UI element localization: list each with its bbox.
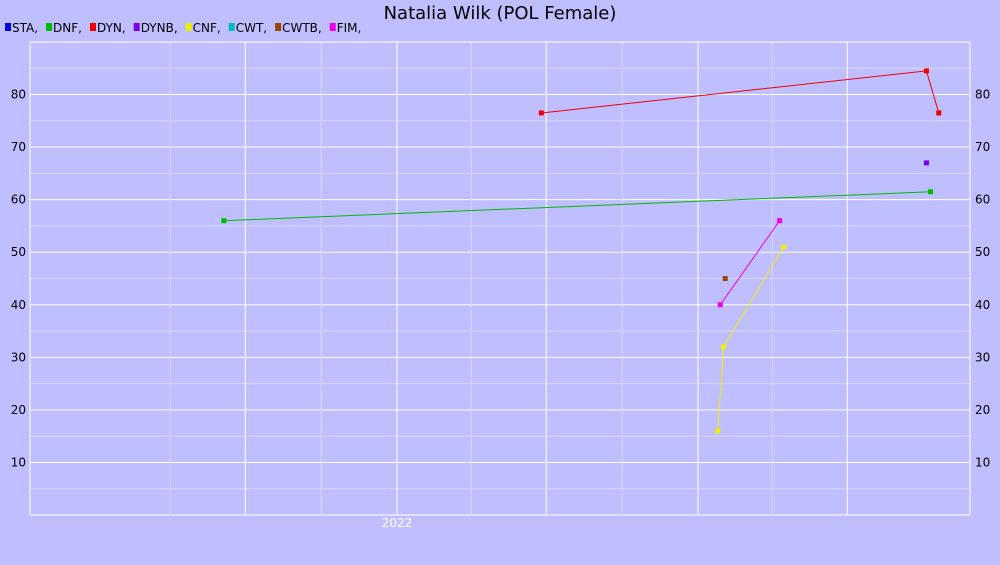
data-point <box>923 160 929 166</box>
plot-area: 10 10 20 20 30 30 40 40 50 50 60 60 70 70 80 80 2022 <box>11 41 990 530</box>
series <box>717 218 783 308</box>
legend-swatch <box>228 23 235 31</box>
series <box>923 160 929 166</box>
y-tick-label-left: 80 <box>11 88 26 102</box>
y-tick-label-left: 20 <box>11 403 26 417</box>
legend-label: CWT, <box>236 21 267 35</box>
data-point <box>717 302 723 308</box>
legend-label: CWTB, <box>282 21 322 35</box>
series <box>722 276 728 281</box>
x-tick-label: 2022 <box>382 516 413 530</box>
y-tick-label-right: 80 <box>975 88 990 102</box>
legend-label: DYN, <box>97 21 126 35</box>
y-tick-label-right: 30 <box>975 350 990 364</box>
y-tick-label-left: 70 <box>11 140 26 154</box>
y-tick-label-left: 50 <box>11 245 26 259</box>
legend-item: DYN, <box>89 21 126 35</box>
legend-swatch <box>185 23 192 31</box>
chart-title: Natalia Wilk (POL Female) <box>384 3 617 24</box>
y-tick-label-left: 60 <box>11 193 26 207</box>
legend-item: DYNB, <box>133 21 178 35</box>
legend-label: FIM, <box>337 21 362 35</box>
legend-item: STA, <box>5 21 38 35</box>
legend: STA, DNF, DYN, DYNB, CNF, CWT, CWTB, FIM, <box>5 21 361 35</box>
series <box>538 68 942 116</box>
data-point <box>715 428 721 434</box>
y-tick-label-right: 20 <box>975 403 990 417</box>
legend-label: DNF, <box>53 21 82 35</box>
y-tick-label-right: 60 <box>975 193 990 207</box>
data-point <box>781 244 787 250</box>
y-tick-label-right: 50 <box>975 245 990 259</box>
series-line <box>719 220 781 306</box>
legend-item: CWTB, <box>275 21 322 35</box>
legend-swatch <box>89 23 96 31</box>
data-point <box>538 110 544 116</box>
y-tick-label-right: 40 <box>975 298 990 312</box>
series <box>715 244 787 434</box>
data-point <box>221 218 227 224</box>
y-tick-label-left: 30 <box>11 350 26 364</box>
y-tick-label-right: 10 <box>975 455 990 469</box>
legend-swatch <box>5 23 11 31</box>
axes: 10 10 20 20 30 30 40 40 50 50 60 60 70 70 80 80 2022 <box>11 41 990 530</box>
legend-label: CNF, <box>193 21 221 35</box>
grid <box>30 42 970 515</box>
data-point <box>722 276 728 281</box>
y-tick-label-left: 10 <box>11 455 26 469</box>
data-point <box>923 68 929 74</box>
y-tick-label-left: 40 <box>11 298 26 312</box>
series-line <box>223 191 931 222</box>
data-point <box>936 110 942 116</box>
legend-item: CNF, <box>185 21 221 35</box>
legend-item: DNF, <box>46 21 82 35</box>
data-point <box>928 189 934 195</box>
legend-item: CWT, <box>228 21 267 35</box>
legend-item: FIM, <box>329 21 362 35</box>
y-tick-label-right: 70 <box>975 140 990 154</box>
data-point <box>721 344 727 350</box>
series-layer <box>221 68 942 434</box>
legend-swatch <box>329 23 336 31</box>
series <box>221 189 934 224</box>
data-point <box>777 218 783 224</box>
legend-swatch <box>275 23 282 31</box>
legend-label: DYNB, <box>141 21 178 35</box>
legend-swatch <box>46 23 53 31</box>
legend-label: STA, <box>12 21 38 35</box>
legend-swatch <box>133 23 140 31</box>
